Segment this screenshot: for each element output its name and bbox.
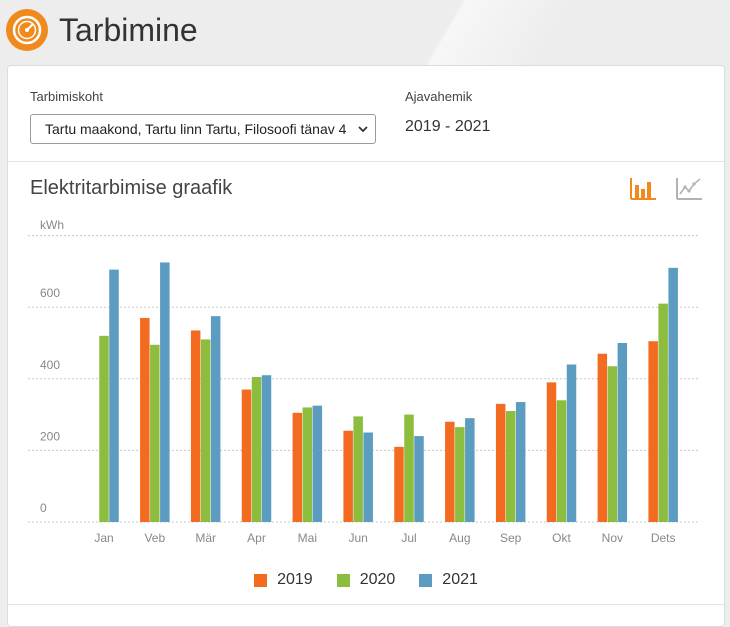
- x-tick-label: Veb: [144, 531, 165, 545]
- bar-2021-veb[interactable]: [160, 262, 170, 522]
- legend-label: 2021: [442, 571, 478, 588]
- bar-2019-mai[interactable]: [292, 412, 303, 522]
- bar-2020-dets[interactable]: [658, 303, 668, 522]
- bar-2019-jun[interactable]: [343, 430, 353, 522]
- legend-label: 2019: [277, 571, 313, 588]
- page-header: Tarbimine: [0, 0, 730, 62]
- bar-2020-jan[interactable]: [99, 335, 109, 522]
- x-tick-label: Jun: [348, 531, 367, 545]
- bar-2021-okt[interactable]: [566, 364, 577, 522]
- bar-2019-veb[interactable]: [140, 317, 150, 522]
- bar-2020-veb[interactable]: [150, 344, 160, 522]
- bar-2021-dets[interactable]: [668, 267, 678, 522]
- legend-item-2020[interactable]: 2020: [336, 571, 396, 589]
- x-tick-label: Aug: [449, 531, 470, 545]
- bar-2021-mai[interactable]: [312, 405, 323, 522]
- bar-2020-nov[interactable]: [607, 366, 618, 522]
- bar-2021-jul[interactable]: [414, 436, 424, 522]
- gauge-icon: [6, 9, 48, 51]
- section-divider: [8, 161, 724, 162]
- bar-chart-icon: [630, 178, 656, 200]
- bar-2020-aug[interactable]: [455, 427, 465, 522]
- bar-2021-apr[interactable]: [261, 375, 272, 522]
- line-chart-icon: [676, 178, 702, 200]
- bar-2019-okt[interactable]: [546, 382, 557, 522]
- bar-2020-apr[interactable]: [251, 377, 262, 522]
- x-tick-label: Sep: [500, 531, 522, 545]
- y-tick-label: 200: [40, 429, 60, 443]
- x-tick-label: Nov: [602, 531, 623, 545]
- chart-title: Elektritarbimise graafik: [30, 177, 233, 199]
- bar-2021-mär[interactable]: [210, 316, 221, 522]
- bar-2021-aug[interactable]: [465, 418, 475, 522]
- x-tick-label: Mai: [298, 531, 317, 545]
- location-select-value: Tartu maakond, Tartu linn Tartu, Filosoo…: [45, 121, 347, 137]
- bar-2019-jul[interactable]: [394, 446, 404, 522]
- location-label: Tarbimiskoht: [30, 89, 103, 104]
- period-label: Ajavahemik: [405, 89, 473, 104]
- x-tick-label: Jan: [94, 531, 113, 545]
- bar-chart-button[interactable]: [628, 174, 658, 204]
- legend-label: 2020: [359, 571, 396, 588]
- legend-item-2021[interactable]: 2021: [419, 571, 478, 589]
- x-tick-label: Dets: [651, 531, 676, 545]
- consumption-bar-chart: kWh 0 200 400 600 Jan Veb Mär Apr Mai Jun Jul Aug Sep…: [28, 218, 698, 545]
- bar-2020-mär[interactable]: [200, 339, 211, 522]
- x-tick-label: Apr: [247, 531, 266, 545]
- bar-2020-sep[interactable]: [505, 411, 516, 522]
- bar-2021-sep[interactable]: [515, 402, 526, 522]
- bar-2020-jul[interactable]: [404, 414, 414, 522]
- bar-2021-jan[interactable]: [109, 269, 119, 522]
- legend-item-2019[interactable]: 2019: [254, 571, 313, 589]
- location-select[interactable]: Tartu maakond, Tartu linn Tartu, Filosoo…: [30, 114, 376, 144]
- bar-2019-mär[interactable]: [190, 330, 201, 522]
- bar-2020-okt[interactable]: [556, 400, 567, 522]
- chart-legend: 2019 2020 2021: [8, 568, 724, 592]
- y-axis-unit-label: kWh: [40, 218, 64, 232]
- bar-2019-dets[interactable]: [648, 341, 658, 522]
- bar-2020-jun[interactable]: [353, 416, 363, 522]
- legend-swatch: [254, 573, 268, 587]
- period-value[interactable]: 2019 - 2021: [405, 118, 491, 135]
- y-tick-label: 400: [40, 358, 60, 372]
- x-tick-label: Mär: [195, 531, 216, 545]
- bar-2019-nov[interactable]: [597, 353, 608, 522]
- page-title: Tarbimine: [59, 12, 198, 48]
- consumption-card: Tarbimiskoht Tartu maakond, Tartu linn T…: [7, 65, 725, 627]
- bar-2021-nov[interactable]: [617, 343, 628, 522]
- bar-2019-aug[interactable]: [445, 421, 455, 522]
- line-chart-button[interactable]: [674, 174, 704, 204]
- chevron-down-icon: [358, 126, 368, 133]
- y-tick-label: 0: [40, 501, 47, 515]
- bar-2019-sep[interactable]: [495, 403, 506, 522]
- bar-2020-mai[interactable]: [302, 407, 313, 522]
- legend-swatch: [336, 573, 350, 587]
- legend-swatch: [419, 573, 433, 587]
- y-tick-label: 600: [40, 286, 60, 300]
- x-tick-label: Okt: [552, 531, 571, 545]
- card-bottom-divider: [8, 604, 724, 605]
- bar-2021-jun[interactable]: [363, 432, 373, 523]
- bar-2019-apr[interactable]: [241, 389, 252, 522]
- x-tick-label: Jul: [401, 531, 416, 545]
